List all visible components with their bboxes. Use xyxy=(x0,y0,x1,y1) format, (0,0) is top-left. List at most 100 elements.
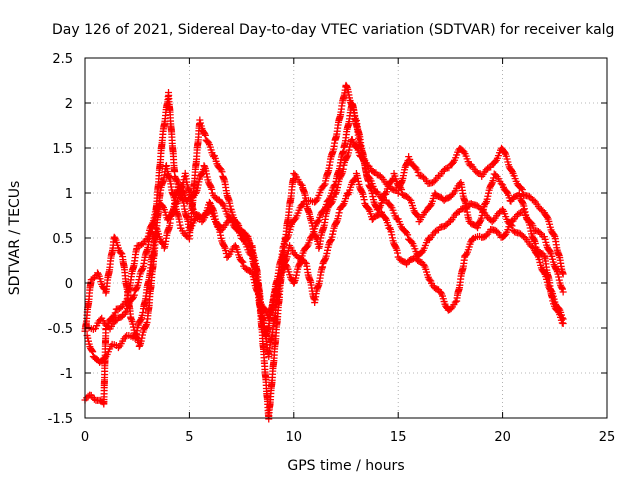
data-point-track-c xyxy=(437,289,445,297)
data-point-track-b xyxy=(517,184,525,192)
x-tick-label: 10 xyxy=(286,430,303,445)
data-point-track-d xyxy=(172,198,180,206)
y-tick-label: -0.5 xyxy=(48,322,73,337)
data-point-track-d xyxy=(130,291,138,299)
data-point-track-d xyxy=(497,180,505,188)
data-point-track-b xyxy=(94,269,102,277)
data-point-track-c xyxy=(158,239,166,247)
y-tick-label: 1.5 xyxy=(52,142,73,157)
data-point-track-c xyxy=(339,201,347,209)
data-point-track-d xyxy=(159,202,167,210)
data-point-track-c xyxy=(426,276,434,284)
data-point-track-d xyxy=(237,257,245,265)
data-point-track-d xyxy=(238,257,246,265)
data-point-track-a xyxy=(408,238,416,246)
x-tick-label: 20 xyxy=(494,430,511,445)
data-point-track-c xyxy=(447,305,455,313)
y-tick-label: -1 xyxy=(60,367,73,382)
data-point-track-a xyxy=(90,395,98,403)
data-point-track-d xyxy=(330,182,338,190)
data-point-track-a xyxy=(291,216,299,224)
data-point-track-d xyxy=(201,210,209,218)
data-point-track-d xyxy=(398,186,406,194)
x-tick-label: 5 xyxy=(185,430,193,445)
data-point-track-b xyxy=(197,119,205,127)
data-point-track-b xyxy=(242,231,250,239)
data-point-track-c xyxy=(114,344,122,352)
data-point-track-d xyxy=(492,171,500,179)
x-axis-ticks: 0 5 10 15 20 25 xyxy=(81,58,615,445)
data-point-track-b xyxy=(491,158,499,166)
data-point-track-a xyxy=(320,181,328,189)
data-point-track-b xyxy=(89,275,97,283)
data-point-track-b xyxy=(376,172,384,180)
y-axis-label: SDTVAR / TECUs xyxy=(7,181,23,296)
data-point-track-d xyxy=(554,307,562,315)
data-point-track-d xyxy=(167,212,175,220)
data-point-track-b xyxy=(216,165,224,173)
data-point-track-d xyxy=(405,195,413,203)
x-tick-label: 25 xyxy=(599,430,616,445)
data-point-track-d xyxy=(427,201,435,209)
x-tick-label: 15 xyxy=(390,430,407,445)
data-point-track-d xyxy=(261,305,269,313)
y-tick-label: 1 xyxy=(65,187,73,202)
y-axis-ticks: -1.5 -1 -0.5 0 0.5 1 1.5 2 2.5 xyxy=(48,52,607,427)
data-point-track-d xyxy=(397,184,405,192)
data-point-track-b xyxy=(550,231,558,239)
data-point-track-a xyxy=(109,313,117,321)
data-point-track-d xyxy=(239,258,247,266)
x-tick-label: 0 xyxy=(81,430,89,445)
data-point-track-b xyxy=(99,284,107,292)
data-point-track-d xyxy=(119,312,127,320)
data-point-track-a xyxy=(442,221,450,229)
data-point-track-c xyxy=(546,247,554,255)
data-point-track-b xyxy=(297,180,305,188)
data-point-track-c xyxy=(240,236,248,244)
y-tick-label: 2 xyxy=(65,97,73,112)
data-point-track-a xyxy=(84,392,92,400)
data-point-track-b xyxy=(117,249,125,257)
data-point-track-d xyxy=(320,206,328,214)
data-point-track-c xyxy=(364,204,372,212)
data-point-track-c xyxy=(89,348,97,356)
data-point-track-c xyxy=(88,347,96,355)
data-point-track-b xyxy=(290,170,298,178)
data-point-track-b xyxy=(201,131,209,139)
data-point-track-b xyxy=(196,116,204,124)
data-point-track-d xyxy=(448,191,456,199)
data-point-track-d xyxy=(274,279,282,287)
data-point-track-d xyxy=(231,242,239,250)
data-point-track-a xyxy=(404,231,412,239)
data-point-track-d xyxy=(325,196,333,204)
data-point-track-d xyxy=(376,203,384,211)
data-point-track-d xyxy=(121,308,129,316)
data-point-track-b xyxy=(518,186,526,194)
data-point-track-b xyxy=(201,130,209,138)
data-point-track-d xyxy=(282,261,290,269)
data-markers xyxy=(81,81,567,423)
data-point-track-c xyxy=(559,288,567,296)
data-point-track-d xyxy=(381,189,389,197)
data-point-track-b xyxy=(501,149,509,157)
data-point-track-d xyxy=(129,294,137,302)
data-point-track-d xyxy=(303,242,311,250)
data-point-track-b xyxy=(530,196,538,204)
data-point-track-b xyxy=(218,168,226,176)
data-point-track-d xyxy=(307,233,315,241)
y-tick-label: 0.5 xyxy=(52,232,73,247)
data-point-track-c xyxy=(451,298,459,306)
y-tick-label: 2.5 xyxy=(52,52,73,67)
data-point-track-c xyxy=(493,227,501,235)
data-point-track-d xyxy=(314,217,322,225)
data-point-track-b xyxy=(508,166,516,174)
data-point-track-b xyxy=(111,234,119,242)
data-point-track-a xyxy=(111,309,119,317)
data-point-track-a xyxy=(418,248,426,256)
y-tick-label: -1.5 xyxy=(48,412,73,427)
chart-title: Day 126 of 2021, Sidereal Day-to-day VTE… xyxy=(52,22,614,38)
data-point-track-d xyxy=(559,320,567,327)
data-point-track-d xyxy=(413,211,421,219)
data-point-track-a xyxy=(117,304,125,312)
